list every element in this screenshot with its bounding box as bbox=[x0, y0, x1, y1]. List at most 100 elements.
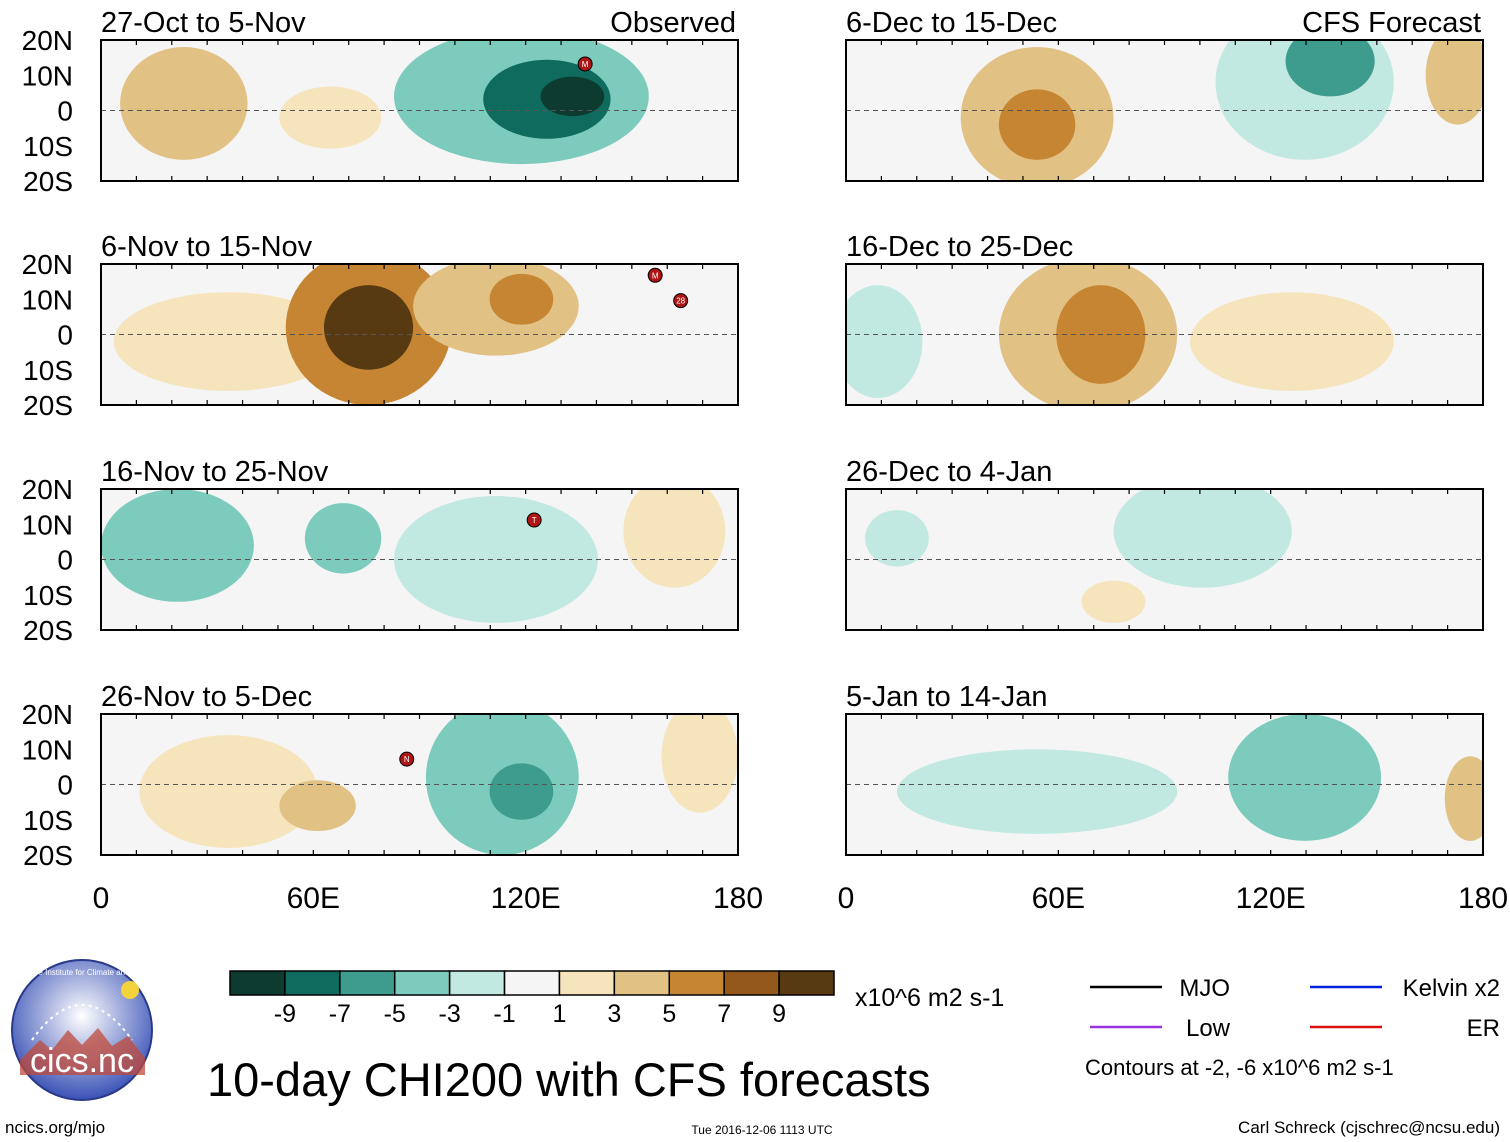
legend: MJO Kelvin x2 Low ER bbox=[1090, 975, 1500, 1042]
y-tick-label: 0 bbox=[57, 770, 73, 801]
anomaly-blob bbox=[139, 735, 318, 848]
anomaly-blob bbox=[1189, 292, 1394, 391]
y-tick-label: 20N bbox=[22, 249, 73, 280]
storm-marker: T bbox=[526, 512, 542, 528]
panel-period-label: 26-Nov to 5-Dec bbox=[101, 681, 312, 713]
colorbar-swatch bbox=[668, 970, 725, 996]
anomaly-field bbox=[113, 264, 579, 405]
x-tick-label: 180 bbox=[1458, 882, 1508, 915]
logo-ring-text: Cooperative Institute for Climate and Sa… bbox=[0, 968, 164, 977]
colorbar-units: x10^6 m2 s-1 bbox=[855, 984, 1004, 1012]
storm-marker: M bbox=[647, 267, 663, 283]
legend-note: Contours at -2, -6 x10^6 m2 s-1 bbox=[1085, 1055, 1394, 1080]
legend-entry: Kelvin x2 bbox=[1310, 975, 1500, 1002]
anomaly-blob bbox=[394, 496, 598, 623]
panels: 27-Oct to 5-Nov Observed 20N 10N 0 10S 20S 6-No… bbox=[22, 7, 1484, 871]
x-tick-label: 60E bbox=[1032, 882, 1085, 915]
y-tick-label: 10N bbox=[22, 60, 73, 91]
anomaly-blob bbox=[323, 285, 414, 370]
anomaly-blob bbox=[1113, 489, 1292, 588]
anomaly-blob bbox=[101, 489, 254, 602]
panel-period-label: 6-Nov to 15-Nov bbox=[101, 231, 313, 263]
colorbar-swatch bbox=[503, 970, 561, 996]
legend-label: Low bbox=[1186, 1015, 1231, 1042]
footer-credit: Carl Schreck (cjschrec@ncsu.edu) bbox=[1238, 1118, 1500, 1137]
storm-marker: 28 bbox=[673, 293, 689, 309]
colorbar-tick-label: 1 bbox=[553, 1000, 567, 1028]
legend-entry: ER bbox=[1310, 1015, 1500, 1042]
colorbar-swatch bbox=[393, 970, 451, 996]
anomaly-blob bbox=[120, 47, 248, 160]
colorbar: -9 -7 -5 -3 -1 1 3 5 7 9 bbox=[229, 970, 835, 1028]
anomaly-blob bbox=[1444, 756, 1483, 841]
y-tick-label: 20S bbox=[23, 390, 73, 421]
anomaly-field bbox=[139, 714, 738, 855]
anomaly-field bbox=[960, 40, 1483, 181]
anomaly-blob bbox=[279, 780, 356, 832]
storm-marker: N bbox=[399, 751, 415, 767]
footer-timestamp: Tue 2016-12-06 1113 UTC bbox=[691, 1123, 833, 1137]
legend-label: MJO bbox=[1179, 975, 1230, 1002]
y-tick-label: 20N bbox=[22, 474, 73, 505]
map-panel: 16-Nov to 25-Nov 20N 10N 0 10S 20S bbox=[22, 456, 739, 646]
column-label: Observed bbox=[610, 7, 736, 39]
y-tick-label: 0 bbox=[57, 545, 73, 576]
colorbar-swatch bbox=[448, 970, 506, 996]
colorbar-tick-label: -1 bbox=[493, 1000, 515, 1028]
colorbar-swatch bbox=[778, 970, 835, 996]
anomaly-blob bbox=[113, 292, 344, 391]
y-tick-label: 10S bbox=[23, 805, 73, 836]
column-label: CFS Forecast bbox=[1302, 7, 1481, 39]
y-tick-label: 10S bbox=[23, 355, 73, 386]
anomaly-blob bbox=[846, 285, 923, 398]
map-panel: 26-Dec to 4-Jan bbox=[845, 456, 1484, 631]
storm-marker-label: N bbox=[404, 755, 410, 764]
legend-entry: MJO bbox=[1090, 975, 1230, 1002]
anomaly-field bbox=[846, 264, 1394, 405]
map-panel: 27-Oct to 5-Nov Observed 20N 10N 0 10S 20S bbox=[22, 7, 739, 197]
y-tick-label: 10S bbox=[23, 131, 73, 162]
anomaly-blob bbox=[489, 763, 554, 820]
x-tick-label: 0 bbox=[838, 882, 855, 915]
storm-marker: M bbox=[577, 56, 593, 72]
x-tick-label: 180 bbox=[713, 882, 763, 915]
colorbar-swatch bbox=[558, 970, 616, 996]
storm-marker-label: 28 bbox=[676, 297, 685, 306]
cics-logo: Cooperative Institute for Climate and Sa… bbox=[0, 959, 164, 1101]
anomaly-blob bbox=[661, 714, 738, 813]
anomaly-blob bbox=[279, 86, 382, 149]
panel-period-label: 16-Nov to 25-Nov bbox=[101, 456, 329, 488]
x-tick-label: 120E bbox=[491, 882, 561, 915]
storm-marker-label: T bbox=[532, 516, 537, 525]
map-panel: 6-Dec to 15-Dec CFS Forecast bbox=[845, 7, 1484, 182]
colorbar-tick-label: 9 bbox=[772, 1000, 786, 1028]
x-tick-label: 0 bbox=[93, 882, 110, 915]
colorbar-tick-label: 5 bbox=[662, 1000, 676, 1028]
footer-website: ncics.org/mjo bbox=[5, 1118, 105, 1137]
logo-text: cics.nc bbox=[30, 1042, 134, 1080]
y-tick-label: 20S bbox=[23, 840, 73, 871]
colorbar-tick-label: 7 bbox=[717, 1000, 731, 1028]
anomaly-field bbox=[101, 489, 726, 623]
anomaly-field bbox=[120, 40, 649, 165]
anomaly-blob bbox=[623, 489, 726, 588]
anomaly-field bbox=[865, 489, 1292, 623]
colorbar-swatch bbox=[339, 970, 396, 996]
y-tick-label: 20N bbox=[22, 699, 73, 730]
map-panel: 26-Nov to 5-Dec 20N 10N 0 10S 20S bbox=[22, 681, 739, 871]
colorbar-swatch bbox=[229, 970, 286, 996]
y-tick-label: 10N bbox=[22, 284, 73, 315]
panel-period-label: 27-Oct to 5-Nov bbox=[101, 7, 306, 39]
anomaly-blob bbox=[998, 89, 1076, 160]
y-tick-label: 10N bbox=[22, 734, 73, 765]
y-tick-label: 0 bbox=[57, 96, 73, 127]
anomaly-blob bbox=[1228, 714, 1382, 841]
map-panel: 5-Jan to 14-Jan bbox=[845, 681, 1484, 856]
colorbar-tick-label: -3 bbox=[439, 1000, 461, 1028]
y-tick-label: 0 bbox=[57, 320, 73, 351]
x-tick-label: 60E bbox=[287, 882, 340, 915]
legend-label: ER bbox=[1467, 1015, 1500, 1042]
figure-title: 10-day CHI200 with CFS forecasts bbox=[207, 1053, 931, 1106]
legend-entry: Low bbox=[1090, 1015, 1231, 1042]
